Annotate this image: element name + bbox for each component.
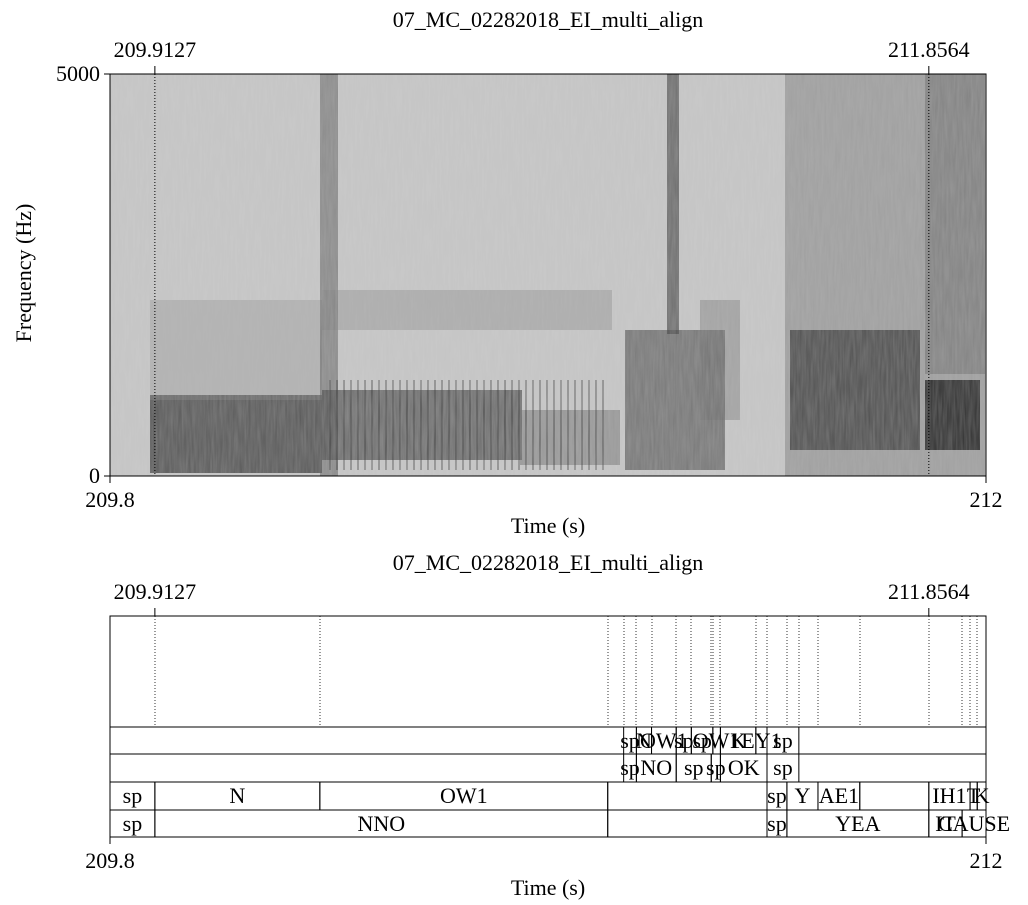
textgrid-time-marks: 209.9127 211.8564: [114, 579, 970, 616]
interval-label: OW1: [693, 728, 741, 753]
tg-x-tick-label-right: 212: [970, 848, 1003, 873]
x-tick-label-left: 209.8: [85, 487, 135, 512]
interval-label: K: [974, 783, 990, 808]
y-axis-label: Frequency (Hz): [11, 204, 36, 343]
interval-label: sp: [773, 728, 793, 753]
interval-label: OW1: [440, 783, 488, 808]
interval-label: sp: [674, 728, 694, 753]
textgrid-title: 07_MC_02282018_EI_multi_align: [393, 550, 703, 575]
spectrogram-image: [110, 74, 986, 476]
x-tick-label-right: 212: [970, 487, 1003, 512]
interval-label: K: [730, 728, 746, 753]
y-tick-label-top: 5000: [56, 61, 100, 86]
interval-label: Y: [794, 783, 810, 808]
x-axis-label: Time (s): [511, 513, 585, 538]
interval-label: sp: [684, 755, 704, 780]
textgrid-cursor-label: 209.9127: [114, 579, 197, 604]
interval-label: NO: [640, 755, 672, 780]
spectrogram-title: 07_MC_02282018_EI_multi_align: [393, 7, 703, 32]
y-tick-label-bottom: 0: [89, 463, 100, 488]
interval-label: EY1: [741, 728, 781, 753]
interval-label: sp: [767, 783, 787, 808]
interval-label: IH1: [932, 783, 966, 808]
interval-label: N: [229, 783, 245, 808]
interval-label: N: [636, 728, 652, 753]
interval-label: OW1: [640, 728, 688, 753]
interval-label: sp: [692, 728, 712, 753]
interval-label: sp: [773, 755, 793, 780]
interval-label: sp: [123, 811, 143, 836]
interval-label: sp: [123, 783, 143, 808]
interval-label: IT: [935, 811, 956, 836]
interval-label: OK: [728, 755, 760, 780]
spectrogram-frame: [109, 73, 987, 477]
interval-label: AE1: [819, 783, 859, 808]
spectrogram-time-marks: 209.9127 211.8564: [114, 37, 970, 476]
interval-label: sp: [767, 811, 787, 836]
interval-label: sp: [620, 755, 640, 780]
spectrogram-cursor-label: 209.9127: [114, 37, 197, 62]
spectrogram-cursor-label: 211.8564: [888, 37, 970, 62]
interval-label: NNO: [357, 811, 405, 836]
interval-label: CAUSE: [938, 811, 1010, 836]
interval-label: sp: [620, 728, 640, 753]
tg-x-tick-label-left: 209.8: [85, 848, 135, 873]
tg-x-axis-label: Time (s): [511, 875, 585, 900]
interval-label: YEA: [835, 811, 880, 836]
textgrid-cursor-label: 211.8564: [888, 579, 970, 604]
interval-label: sp: [706, 755, 726, 780]
